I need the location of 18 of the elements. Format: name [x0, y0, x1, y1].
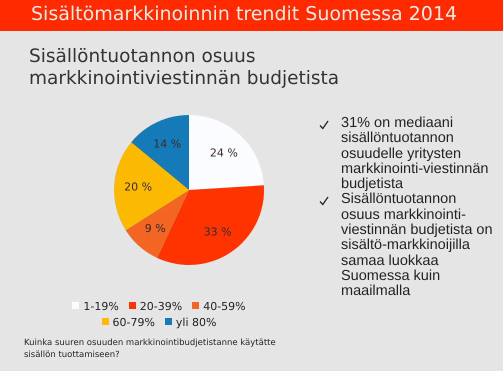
data-label: 14 % [153, 137, 182, 150]
text: Sisällöntuotannon osuus markkinointi-viestinnän budjetista on sisältö-markkinoijilla samaa luokkaa Suomessa kuin maailmalla [341, 191, 493, 300]
text: 31% on mediaani sisällöntuotannon osuudelle yritysten markkinointi-viestinnän budjetista [341, 115, 488, 192]
legend-label: 40-59% [203, 300, 246, 313]
legend-label: 1-19% [83, 300, 119, 313]
legend-label: 20-39% [140, 300, 182, 313]
legend-label: 60-79% [112, 316, 155, 329]
chart-subtitle: Sisällöntuotannon osuus markkinointiviestinnän budjetista [29, 46, 340, 90]
data-label: 33 % [204, 226, 232, 239]
pie-slice [157, 185, 264, 265]
data-label: 9 % [144, 222, 166, 235]
pie-slice [189, 115, 264, 190]
data-label: 20 % [124, 180, 152, 194]
chart-title: Sisältömarkkinoinnin trendit Suomessa 2014 [31, 3, 458, 25]
pie-slice [126, 190, 189, 258]
legend-label: yli 80% [176, 316, 216, 329]
data-label: 24 % [210, 146, 238, 160]
text: Kuinka suuren osuuden markkinointibudjetistanne käytätte sisällön tuottamiseen? [24, 337, 277, 361]
